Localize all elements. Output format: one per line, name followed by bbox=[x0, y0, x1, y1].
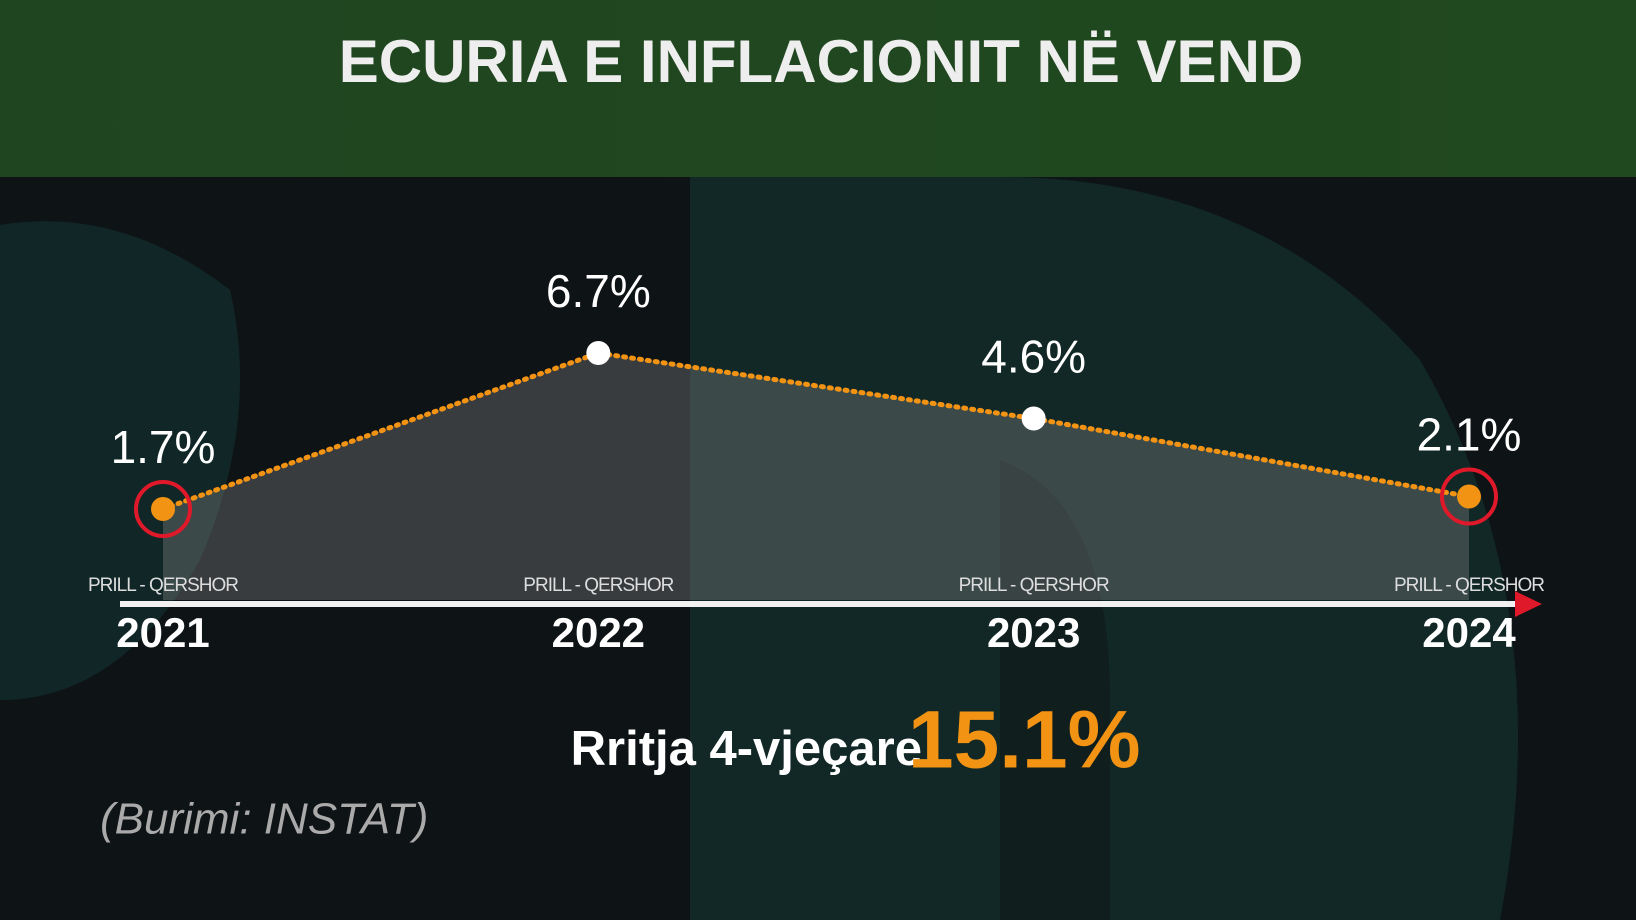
highlight-ring bbox=[134, 480, 192, 538]
value-label: 6.7% bbox=[546, 265, 651, 317]
value-label: 1.7% bbox=[111, 421, 216, 473]
x-tick-label: 2022 bbox=[552, 609, 645, 656]
plot: 1.7% PRILL - QERSHOR 2021 6.7% PRILL - QERSH… bbox=[88, 265, 1545, 656]
point bbox=[1021, 406, 1046, 431]
point bbox=[1457, 484, 1481, 509]
summary-value: 15.1% bbox=[908, 695, 1141, 786]
chart-title: ECURIA E INFLACIONIT NË VEND bbox=[339, 28, 1303, 95]
line bbox=[160, 350, 1472, 512]
decor-shape bbox=[0, 221, 240, 700]
highlight-ring bbox=[1440, 467, 1498, 526]
area bbox=[163, 353, 1469, 600]
point bbox=[586, 341, 611, 365]
summary-text: Rritja 4-vjeçare bbox=[571, 722, 922, 776]
x-tick-label: 2023 bbox=[987, 609, 1080, 656]
source: (Burimi: INSTAT) bbox=[100, 795, 428, 844]
period-label: PRILL - QERSHOR bbox=[88, 575, 238, 596]
value-label: 4.6% bbox=[981, 331, 1086, 383]
period-label: PRILL - QERSHOR bbox=[523, 575, 673, 596]
decor-shape bbox=[690, 177, 1518, 920]
x-tick-label: 2021 bbox=[116, 609, 209, 656]
point bbox=[151, 497, 175, 521]
timeline-arrow bbox=[1515, 591, 1542, 617]
title-band bbox=[0, 0, 1636, 177]
decor-shape bbox=[1000, 460, 1110, 920]
period-label: PRILL - QERSHOR bbox=[959, 575, 1109, 596]
x-tick-label: 2024 bbox=[1422, 609, 1516, 656]
value-label: 2.1% bbox=[1417, 409, 1522, 461]
period-label: PRILL - QERSHOR bbox=[1394, 575, 1544, 596]
